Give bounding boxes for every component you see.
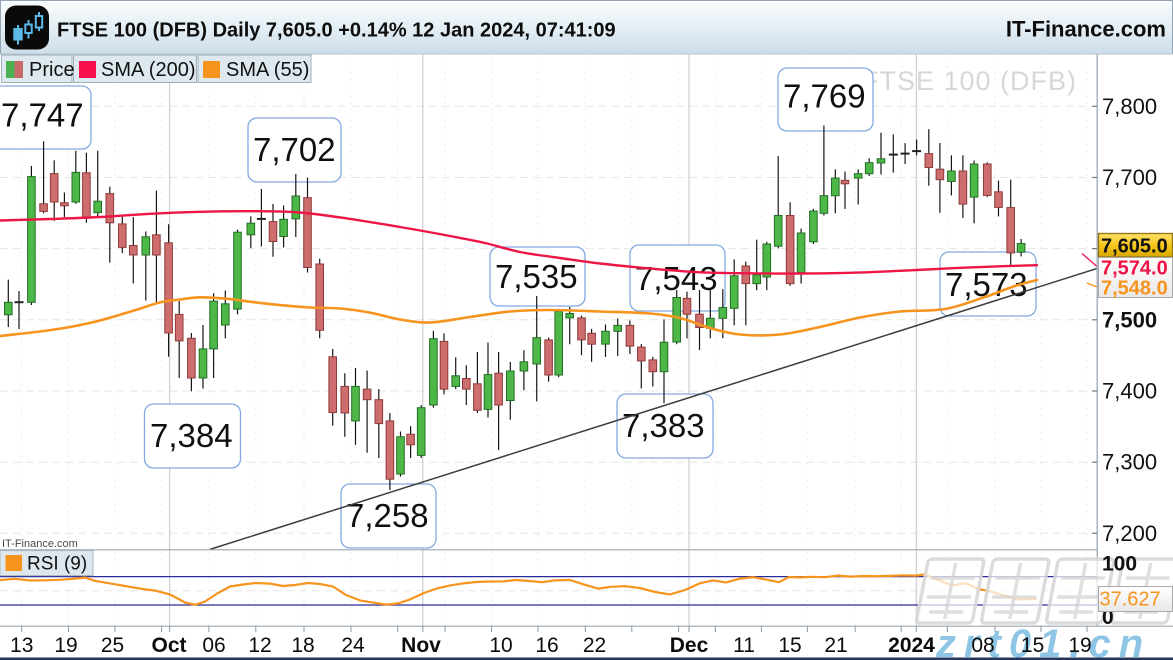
svg-text:7,747: 7,747 — [1, 97, 84, 134]
svg-text:Dec: Dec — [670, 634, 709, 657]
svg-text:13: 13 — [10, 634, 33, 657]
svg-text:7,258: 7,258 — [346, 497, 429, 534]
svg-text:25: 25 — [101, 634, 124, 657]
svg-text:7,384: 7,384 — [150, 417, 233, 454]
svg-text:7,535: 7,535 — [495, 258, 578, 295]
svg-text:IT-Finance.com: IT-Finance.com — [2, 538, 78, 550]
svg-text:0: 0 — [1102, 606, 1114, 629]
svg-text:08: 08 — [971, 634, 994, 657]
svg-text:37.627: 37.627 — [1100, 589, 1161, 611]
svg-text:7,800: 7,800 — [1102, 94, 1157, 119]
svg-text:7,300: 7,300 — [1102, 450, 1157, 475]
svg-text:SMA (200): SMA (200) — [101, 59, 195, 81]
svg-text:7,383: 7,383 — [622, 407, 705, 444]
svg-text:7,500: 7,500 — [1102, 307, 1157, 332]
svg-text:06: 06 — [202, 634, 225, 657]
svg-text:IT-Finance.com: IT-Finance.com — [1006, 17, 1166, 42]
svg-text:18: 18 — [291, 634, 314, 657]
svg-text:Oct: Oct — [151, 634, 186, 657]
svg-text:19: 19 — [1068, 634, 1091, 657]
svg-text:Nov: Nov — [401, 634, 441, 657]
svg-text:7,700: 7,700 — [1102, 165, 1157, 190]
svg-text:15: 15 — [778, 634, 801, 657]
svg-text:SMA (55): SMA (55) — [226, 59, 309, 81]
svg-text:FTSE 100 (DFB): FTSE 100 (DFB) — [862, 66, 1077, 96]
svg-text:21: 21 — [824, 634, 847, 657]
svg-text:7,574.0: 7,574.0 — [1101, 258, 1168, 280]
svg-text:zrt01.cn: zrt01.cn — [935, 622, 1151, 660]
svg-text:12: 12 — [248, 634, 271, 657]
svg-text:7,400: 7,400 — [1102, 379, 1157, 404]
svg-text:7,200: 7,200 — [1102, 521, 1157, 546]
svg-text:11: 11 — [733, 634, 755, 657]
svg-text:100: 100 — [1102, 553, 1137, 576]
svg-text:FTSE 100 (DFB) Daily 7,605.0 +: FTSE 100 (DFB) Daily 7,605.0 +0.14% 12 J… — [57, 20, 616, 42]
svg-text:22: 22 — [583, 634, 606, 657]
svg-text:2024: 2024 — [888, 634, 935, 657]
svg-text:10: 10 — [489, 634, 512, 657]
svg-text:15: 15 — [1021, 634, 1044, 657]
svg-text:7,769: 7,769 — [783, 78, 866, 115]
svg-text:7,548.0: 7,548.0 — [1101, 278, 1168, 300]
svg-text:24: 24 — [341, 634, 365, 657]
svg-text:19: 19 — [54, 634, 77, 657]
svg-text:RSI (9): RSI (9) — [27, 554, 87, 575]
svg-text:7,702: 7,702 — [253, 131, 336, 168]
svg-text:Price: Price — [29, 59, 75, 81]
svg-text:7,605.0: 7,605.0 — [1101, 236, 1168, 258]
svg-text:16: 16 — [535, 634, 558, 657]
